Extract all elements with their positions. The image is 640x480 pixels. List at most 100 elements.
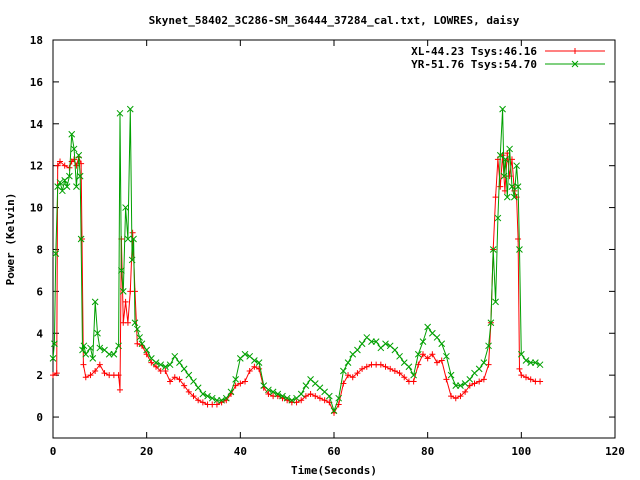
data-point [497,183,504,190]
data-point [471,380,478,387]
data-point [487,319,495,327]
x-tick-label: 20 [140,445,153,458]
data-point [496,151,504,159]
data-point [382,363,389,370]
data-point [325,392,333,400]
data-point [387,365,394,372]
data-point [241,350,249,358]
data-point [354,346,361,354]
data-point [349,374,356,381]
x-axis-label: Time(Seconds) [291,464,377,477]
data-point [143,346,151,354]
data-point [410,378,417,385]
data-point [124,235,132,243]
data-point [391,346,399,354]
data-point [359,365,366,372]
data-point [382,340,389,348]
data-point [536,361,544,369]
data-point [429,351,436,358]
data-point [76,172,84,180]
x-tick-label: 80 [421,445,434,458]
data-point [457,393,464,400]
data-point [274,390,282,398]
data-point [307,391,314,398]
data-point [492,194,499,201]
y-tick-label: 2 [36,369,43,382]
data-point [475,365,483,373]
data-point [166,361,174,369]
data-point [527,376,534,383]
data-point [96,361,103,368]
data-point [391,367,398,374]
chart-title: Skynet_58402_3C286-SM_36444_37284_cal.tx… [149,14,520,27]
x-tick-label: 100 [511,445,531,458]
data-point [119,288,127,295]
data-point [91,298,99,306]
data-point [443,376,450,383]
data-point [96,344,104,352]
data-point [171,374,178,381]
legend-label: YR-51.76 Tsys:54.70 [411,58,537,71]
data-point [396,352,403,360]
data-point [256,365,263,372]
axis-ticks: 0 20 40 60 80 100 120 0 2 4 6 8 10 12 14 16 18 [30,34,625,458]
data-point [77,235,85,243]
data-point [572,48,578,54]
data-point [515,236,522,242]
data-point [181,382,188,389]
series-layer [49,105,544,416]
data-point [401,374,408,381]
data-point [396,370,403,377]
data-point [54,162,61,169]
data-point [434,359,441,366]
data-point [87,372,94,379]
data-point [506,145,513,153]
data-point [494,214,502,222]
data-point [372,338,380,345]
data-point [51,340,58,348]
data-point [190,393,197,400]
data-point [251,363,258,370]
data-point [185,371,193,379]
data-point [129,229,136,236]
data-point [443,352,450,360]
data-point [516,246,523,253]
data-point [466,375,474,383]
data-point [232,375,240,383]
data-point [118,267,125,274]
data-point [171,352,179,360]
data-point [419,351,426,358]
data-point [70,145,78,153]
data-point [265,386,272,394]
data-point [438,357,445,364]
data-point [115,372,122,379]
data-point [537,378,544,385]
data-point [167,378,174,385]
data-point [335,394,343,402]
series-line [52,153,541,415]
data-point [82,374,89,381]
data-point [246,367,253,374]
data-point [199,390,207,398]
legend-label: XL-44.23 Tsys:46.16 [411,45,537,58]
series-yr [49,105,544,415]
data-point [52,250,60,258]
data-point [124,319,131,326]
y-tick-label: 16 [30,76,44,89]
data-point [255,359,263,366]
data-point [523,374,530,381]
data-point [199,399,206,406]
data-point [419,338,427,345]
data-point [122,298,129,305]
data-point [283,394,291,402]
data-point [133,325,141,333]
data-point [80,361,87,368]
data-point [68,130,76,138]
data-point [50,372,56,379]
data-point [176,376,183,383]
data-point [162,363,169,371]
data-point [269,388,277,396]
data-point [80,342,88,350]
